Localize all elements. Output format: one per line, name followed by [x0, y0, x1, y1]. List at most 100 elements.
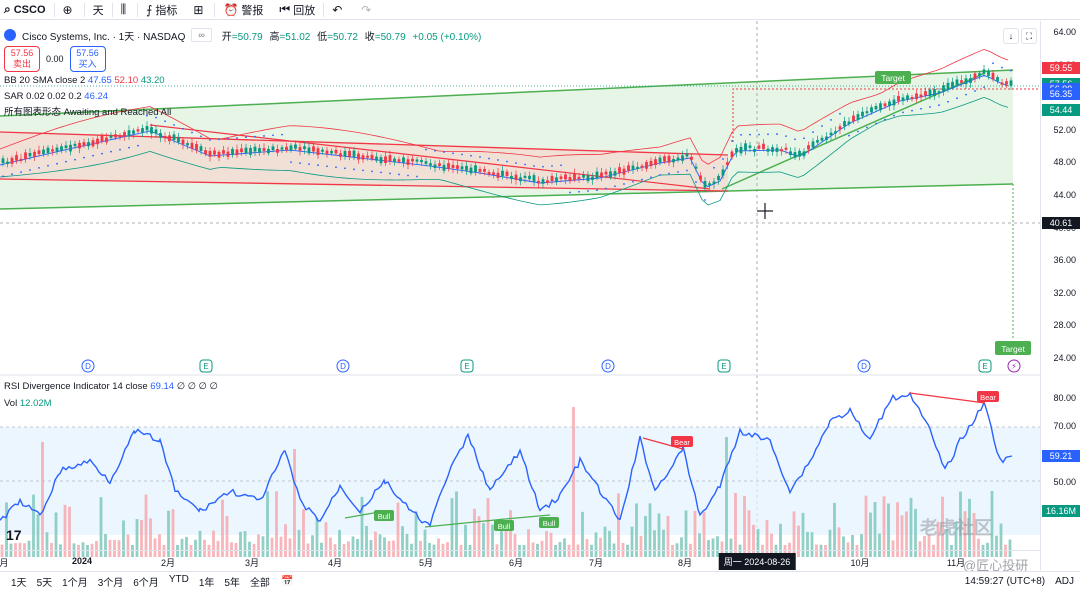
templates-button[interactable]: ⊞: [185, 0, 214, 20]
dividend-marker[interactable]: D: [857, 359, 871, 373]
vol-legend[interactable]: Vol 12.02M: [4, 398, 52, 409]
replay-button[interactable]: ⏮ 回放: [271, 0, 323, 20]
candle-body: [622, 168, 626, 175]
chart-canvas[interactable]: Target Target D E D E D E D E ⚡ Bear: [0, 21, 1040, 570]
candle-body: [586, 175, 590, 182]
candle-body: [744, 143, 747, 151]
candle-body: [415, 159, 419, 162]
range-button[interactable]: 1个月: [62, 578, 88, 589]
sar-dot: [965, 93, 967, 96]
symbol-title[interactable]: Cisco Systems, Inc. · 1天 · NASDAQ: [22, 31, 186, 43]
dividend-marker[interactable]: D: [336, 359, 350, 373]
volume-bar: [923, 536, 926, 557]
dividend-marker[interactable]: D: [81, 359, 95, 373]
sar-dot: [20, 171, 22, 174]
range-button[interactable]: 1天: [11, 578, 27, 589]
candles-icon: ⫼: [120, 2, 127, 16]
candle-body: [402, 157, 405, 163]
sar-dot: [596, 189, 598, 192]
sar-dot: [362, 169, 364, 172]
range-button[interactable]: 6个月: [133, 578, 159, 589]
calendar-icon[interactable]: 📅: [280, 576, 294, 587]
candles: [1, 64, 1013, 193]
bull-label-3[interactable]: Bull: [539, 517, 559, 528]
volume-bar: [360, 496, 364, 557]
candle-body: [784, 147, 788, 150]
candle-body: [460, 166, 464, 170]
candle-body: [654, 159, 657, 166]
earnings-marker[interactable]: E: [460, 359, 474, 373]
candle-body: [847, 121, 851, 125]
range-button[interactable]: 5年: [224, 578, 240, 589]
rsi-legend[interactable]: RSI Divergence Indicator 14 close 69.14 …: [4, 381, 218, 392]
target-label-top[interactable]: Target: [875, 71, 911, 84]
channel-lower-line[interactable]: [0, 183, 1014, 210]
price-tick: 32.00: [1053, 287, 1076, 298]
compare-button[interactable]: ⊕: [55, 0, 84, 20]
chart-area[interactable]: Target Target D E D E D E D E ⚡ Bear: [0, 21, 1080, 573]
range-button[interactable]: 3个月: [97, 578, 124, 589]
sell-button[interactable]: 57.56 卖出: [4, 46, 40, 72]
volume-bar: [644, 515, 647, 557]
bear-label-1[interactable]: Bear: [671, 436, 693, 447]
alert-button[interactable]: ⏰ 警报: [215, 0, 271, 20]
range-button[interactable]: 全部: [249, 578, 270, 589]
channel-upper-line[interactable]: [0, 69, 1014, 117]
sar-legend[interactable]: SAR 0.02 0.02 0.2 46.24: [4, 91, 109, 102]
range-button[interactable]: 1年: [198, 578, 215, 589]
sar-dot: [236, 137, 238, 139]
price-scale[interactable]: 64.0060.0056.0052.0048.0044.0040.0036.00…: [1040, 21, 1080, 570]
visibility-toggle-icon[interactable]: ∞: [191, 28, 212, 42]
candle-body: [843, 121, 846, 127]
sar-dot: [137, 144, 139, 147]
volume-bar: [792, 511, 796, 557]
symbol-search[interactable]: ⌕ CSCO: [0, 0, 54, 20]
bb-legend[interactable]: BB 20 SMA close 2 47.65 52.10 43.20: [4, 75, 165, 86]
pattern-legend[interactable]: 所有图表形态 Awaiting and Reached All: [4, 107, 172, 118]
candle-body: [258, 148, 261, 153]
indicators-button[interactable]: ⨍ 指标: [138, 0, 185, 20]
candle-body: [604, 171, 608, 175]
bear-label-2[interactable]: Bear: [977, 391, 999, 402]
volume-bar: [945, 529, 949, 557]
time-axis[interactable]: 月 2024 2月 3月 4月 5月 6月 7月 8月 10月 11月 周一 2024-08-26: [0, 550, 1040, 570]
svg-text:Bull: Bull: [498, 522, 511, 531]
candle-body: [6, 161, 9, 164]
volume-bar: [999, 523, 1003, 557]
candle-body: [888, 101, 891, 106]
volume-bar: [81, 542, 85, 557]
earnings-marker[interactable]: E: [199, 359, 213, 373]
scroll-down-button[interactable]: ↓: [1003, 28, 1019, 44]
maximize-button[interactable]: ⛶: [1021, 28, 1037, 44]
candle-body: [24, 152, 27, 160]
target-label-bottom[interactable]: Target: [995, 341, 1031, 355]
interval-button[interactable]: 天: [85, 0, 112, 20]
sar-dot: [254, 135, 256, 138]
dividend-marker[interactable]: D: [601, 359, 615, 373]
volume-bar: [356, 538, 359, 557]
sar-dot: [740, 133, 742, 136]
bull-label-1[interactable]: Bull: [374, 510, 394, 521]
undo-button[interactable]: ↶: [324, 0, 353, 20]
candle-body: [465, 165, 468, 171]
candle-body: [289, 145, 293, 151]
buy-button[interactable]: 57.56 买入: [69, 46, 106, 72]
bull-label-2[interactable]: Bull: [494, 520, 514, 531]
range-button[interactable]: YTD: [168, 574, 189, 585]
candle-body: [942, 85, 945, 92]
candle-body: [708, 183, 711, 186]
clock[interactable]: 14:59:27 (UTC+8): [964, 576, 1046, 587]
volume-bar: [734, 492, 737, 557]
sar-dot: [614, 185, 616, 188]
red-trend-line[interactable]: [149, 124, 711, 190]
range-button[interactable]: 5天: [36, 578, 53, 589]
time-label: 8月: [677, 558, 693, 568]
earnings-marker[interactable]: E: [717, 359, 731, 373]
bear-divergence-1: [642, 437, 684, 450]
flash-icon[interactable]: ⚡: [1007, 359, 1021, 373]
earnings-marker[interactable]: E: [978, 359, 992, 373]
adj-toggle[interactable]: ADJ: [1055, 576, 1074, 587]
sar-dot: [812, 131, 814, 134]
redo-button[interactable]: ↷: [353, 0, 382, 20]
chart-type-button[interactable]: ⫼: [113, 0, 138, 20]
